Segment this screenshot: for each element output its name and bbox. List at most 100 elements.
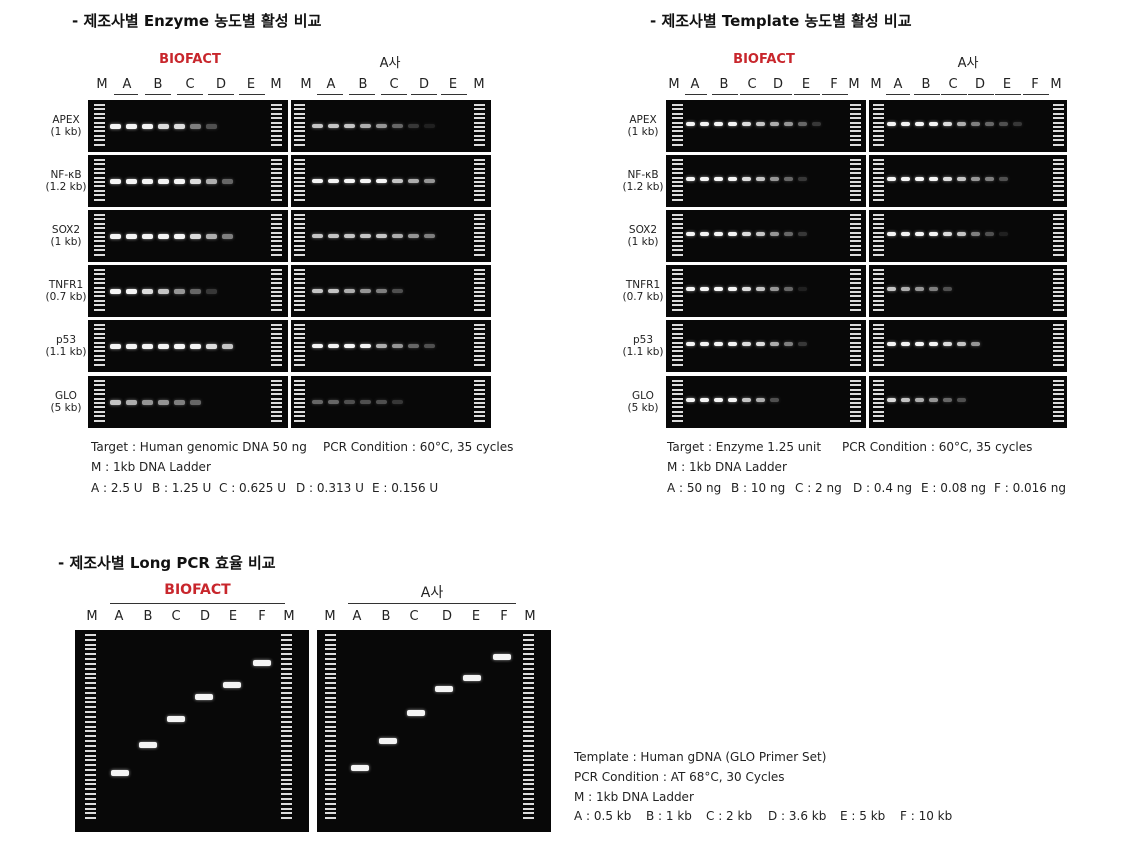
gel-competitor-template	[869, 320, 1067, 372]
pcr-band	[756, 122, 765, 126]
pcr-band	[714, 122, 723, 126]
ladder-band	[523, 730, 534, 733]
ladder-band	[850, 130, 861, 133]
ladder-band	[271, 227, 282, 230]
pcr-band	[360, 344, 371, 348]
ladder-band	[271, 308, 282, 311]
lane-label: B	[381, 609, 391, 624]
gene-size: (1.1 kb)	[45, 346, 87, 358]
pcr-band	[957, 232, 966, 236]
ladder-band	[474, 393, 485, 396]
ladder-band	[873, 117, 884, 120]
ladder-band	[873, 273, 884, 276]
pcr-band	[392, 179, 403, 183]
ladder-band	[325, 764, 336, 767]
gel-competitor-enzyme	[291, 210, 491, 262]
ladder-band	[873, 388, 884, 391]
ladder-band	[271, 126, 282, 128]
pcr-band	[784, 122, 793, 126]
ladder-band	[1053, 350, 1064, 353]
pcr-band	[742, 342, 751, 346]
pcr-band	[686, 232, 695, 236]
ladder-m	[850, 265, 861, 317]
gene-size: (1.2 kb)	[45, 181, 87, 193]
ladder-band	[281, 778, 292, 781]
ladder-band	[294, 236, 305, 238]
pcr-band	[206, 234, 217, 239]
ladder-band	[281, 730, 292, 733]
ladder-band	[294, 415, 305, 418]
ladder-band	[271, 291, 282, 293]
ladder-band	[94, 143, 105, 146]
ladder-band	[523, 754, 534, 757]
ladder-band	[850, 332, 861, 335]
ladder-band	[873, 185, 884, 188]
ladder-band	[672, 273, 683, 276]
ladder-band	[873, 163, 884, 166]
pcr-band	[770, 342, 779, 346]
ladder-band	[1053, 218, 1064, 221]
ladder-band	[1053, 130, 1064, 133]
pcr-band	[111, 770, 129, 776]
ladder-band	[281, 788, 292, 791]
ladder-m	[873, 155, 884, 207]
enzyme-target: Target : Human genomic DNA 50 ng	[91, 440, 307, 454]
ladder-band	[94, 299, 105, 302]
ladder-m	[1053, 320, 1064, 372]
ladder-band	[271, 167, 282, 170]
ladder-band	[1053, 354, 1064, 357]
ladder-band	[672, 324, 683, 326]
ladder-band	[672, 130, 683, 133]
pcr-band	[126, 124, 137, 129]
ladder-band	[325, 682, 336, 685]
ladder-band	[474, 402, 485, 404]
pcr-band	[110, 289, 121, 294]
pcr-band	[999, 232, 1008, 236]
ladder-band	[325, 725, 336, 728]
ladder-band	[281, 634, 292, 636]
ladder-band	[1053, 410, 1064, 413]
pcr-band	[728, 177, 737, 181]
biofact-underline-long	[110, 603, 285, 604]
pcr-band	[1013, 122, 1022, 126]
ladder-band	[474, 282, 485, 285]
template-target: Target : Enzyme 1.25 unit	[667, 440, 822, 454]
ladder-band	[873, 393, 884, 396]
ladder-band	[271, 112, 282, 115]
ladder-band	[94, 176, 105, 179]
gel-biofact-enzyme	[88, 100, 288, 152]
pcr-band	[493, 654, 511, 660]
pcr-band	[798, 342, 807, 346]
ladder-band	[85, 687, 96, 690]
ladder-m	[474, 155, 485, 207]
pcr-band	[110, 179, 121, 184]
template-conc-e: E : 0.08 ng	[921, 481, 987, 495]
pcr-band	[999, 122, 1008, 126]
ladder-band	[850, 277, 861, 280]
pcr-band	[915, 398, 924, 402]
pcr-band	[714, 232, 723, 236]
pcr-band	[742, 177, 751, 181]
pcr-band	[253, 660, 271, 666]
template-conc-b: B : 10 ng	[731, 481, 786, 495]
pcr-band	[915, 122, 924, 126]
lane-label: A	[690, 77, 700, 92]
gene-label: p53	[632, 334, 654, 346]
ladder-band	[271, 236, 282, 238]
pcr-band	[714, 177, 723, 181]
ladder-band	[523, 759, 534, 762]
lane-label: M	[270, 77, 282, 92]
ladder-band	[294, 286, 305, 289]
ladder-band	[94, 277, 105, 280]
ladder-band	[672, 104, 683, 106]
ladder-band	[294, 139, 305, 142]
ladder-band	[94, 393, 105, 396]
ladder-band	[1053, 419, 1064, 422]
ladder-band	[85, 706, 96, 709]
ladder-band	[850, 244, 861, 247]
ladder-band	[94, 139, 105, 142]
pcr-band	[686, 342, 695, 346]
ladder-band	[474, 350, 485, 353]
lane-label: B	[143, 609, 153, 624]
ladder-band	[1053, 244, 1064, 247]
